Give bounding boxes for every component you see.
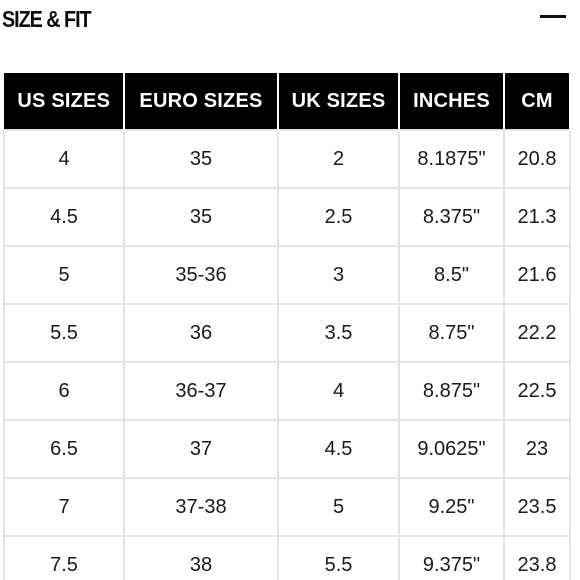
header-uk-sizes: UK SIZES [277,73,400,130]
cell-us-size: 6 [3,361,125,421]
cell-inches: 8.75" [398,303,505,363]
cell-uk-size: 5.5 [277,535,400,580]
cell-cm: 20.8 [503,129,571,189]
cell-inches: 9.25" [398,477,505,537]
cell-euro-size: 37 [123,419,279,479]
cell-euro-size: 36-37 [123,361,279,421]
header-inches: INCHES [398,73,505,130]
cell-inches: 8.875" [398,361,505,421]
table-row: 5 35-36 3 8.5" 21.6 [3,245,571,305]
table-row: 6 36-37 4 8.875" 22.5 [3,361,571,421]
cell-us-size: 7.5 [3,535,125,580]
cell-uk-size: 2.5 [277,187,400,247]
header-euro-sizes: EURO SIZES [123,73,279,130]
size-chart-table: US SIZES EURO SIZES UK SIZES INCHES CM 4… [3,73,571,580]
table-row: 4 35 2 8.1875" 20.8 [3,129,571,189]
table-row: 4.5 35 2.5 8.375" 21.3 [3,187,571,247]
cell-uk-size: 3.5 [277,303,400,363]
cell-inches: 8.1875" [398,129,505,189]
cell-euro-size: 36 [123,303,279,363]
table-row: 5.5 36 3.5 8.75" 22.2 [3,303,571,363]
cell-cm: 21.6 [503,245,571,305]
header-us-sizes: US SIZES [3,73,125,130]
cell-cm: 23.5 [503,477,571,537]
table-row: 7 37-38 5 9.25" 23.5 [3,477,571,537]
cell-inches: 9.0625" [398,419,505,479]
cell-inches: 8.375" [398,187,505,247]
cell-euro-size: 35-36 [123,245,279,305]
cell-us-size: 5 [3,245,125,305]
cell-uk-size: 5 [277,477,400,537]
cell-us-size: 5.5 [3,303,125,363]
cell-euro-size: 35 [123,187,279,247]
cell-cm: 23.8 [503,535,571,580]
cell-inches: 8.5" [398,245,505,305]
header-cm: CM [503,73,571,130]
size-fit-section-header[interactable]: SIZE & FIT [0,0,580,44]
cell-uk-size: 4.5 [277,419,400,479]
cell-inches: 9.375" [398,535,505,580]
cell-euro-size: 37-38 [123,477,279,537]
cell-euro-size: 38 [123,535,279,580]
cell-euro-size: 35 [123,129,279,189]
cell-us-size: 7 [3,477,125,537]
cell-uk-size: 2 [277,129,400,189]
table-header-row: US SIZES EURO SIZES UK SIZES INCHES CM [3,73,571,130]
cell-us-size: 4.5 [3,187,125,247]
cell-us-size: 6.5 [3,419,125,479]
cell-cm: 21.3 [503,187,571,247]
cell-cm: 22.5 [503,361,571,421]
table-row: 7.5 38 5.5 9.375" 23.8 [3,535,571,580]
cell-us-size: 4 [3,129,125,189]
cell-cm: 23 [503,419,571,479]
collapse-toggle-button[interactable] [534,4,574,30]
section-title: SIZE & FIT [2,6,92,32]
cell-cm: 22.2 [503,303,571,363]
table-row: 6.5 37 4.5 9.0625" 23 [3,419,571,479]
cell-uk-size: 3 [277,245,400,305]
cell-uk-size: 4 [277,361,400,421]
minus-icon [540,15,566,18]
